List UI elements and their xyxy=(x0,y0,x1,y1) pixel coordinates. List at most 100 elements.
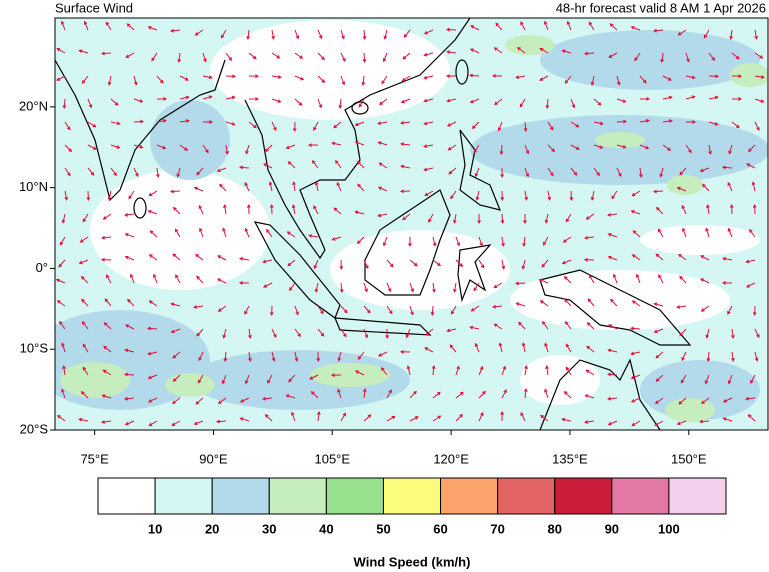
wind-arrow xyxy=(432,282,436,293)
wind-arrow xyxy=(749,228,756,238)
wind-arrow xyxy=(385,328,390,340)
wind-arrow xyxy=(499,144,504,156)
wind-arrow xyxy=(246,29,251,40)
wind-arrow xyxy=(61,342,66,353)
valid-time: 48-hr forecast valid 8 AM 1 Apr 2026 xyxy=(556,0,766,15)
wind-arrow xyxy=(317,305,324,315)
wind-arrow xyxy=(362,388,367,399)
colorbar-label: 20 xyxy=(205,521,219,536)
wind-arrow xyxy=(147,26,158,31)
wind-arrow xyxy=(294,351,299,362)
wind-arrow xyxy=(179,144,189,151)
wind-arrow xyxy=(544,388,549,399)
wind-arrow xyxy=(333,121,342,129)
wind-arrow xyxy=(337,388,342,399)
wind-arrow xyxy=(423,144,434,148)
wind-arrow xyxy=(171,397,181,405)
wind-arrow xyxy=(501,259,506,270)
wind-arrow xyxy=(543,20,549,31)
wind-arrow xyxy=(750,374,756,384)
wind-arrow xyxy=(631,300,641,307)
wind-arrow xyxy=(630,210,641,215)
wind-arrow xyxy=(225,52,233,61)
wind-arrow xyxy=(635,273,641,284)
wind-arrow xyxy=(541,259,549,268)
wind-arrow xyxy=(246,203,251,215)
wind-arrow xyxy=(590,190,595,201)
lon-tick-label: 105°E xyxy=(314,451,350,466)
wind-arrow xyxy=(639,75,647,84)
wind-arrow xyxy=(317,98,323,109)
wind-arrow xyxy=(314,282,319,293)
wind-arrow xyxy=(262,259,273,264)
wind-arrow xyxy=(87,121,97,128)
wind-arrow xyxy=(337,351,342,362)
wind-arrow xyxy=(239,257,250,261)
wind-arrow xyxy=(515,302,526,307)
wind-arrow xyxy=(193,420,204,426)
wind-arrow xyxy=(543,236,549,246)
wind-arrow xyxy=(363,259,369,270)
wind-arrow xyxy=(285,394,296,399)
wind-arrow xyxy=(545,98,550,109)
wind-arrow xyxy=(539,47,549,54)
colorbar-label: 90 xyxy=(605,521,619,536)
wind-arrow xyxy=(170,28,181,33)
wind-arrow xyxy=(266,228,273,238)
wind-arrow xyxy=(271,98,282,103)
wind-arrow xyxy=(731,351,735,362)
wind-arrow xyxy=(307,143,319,147)
wind-arrow xyxy=(56,300,66,307)
wind-arrow xyxy=(731,328,735,339)
wind-arrow xyxy=(357,183,365,192)
wind-arrow xyxy=(655,206,664,215)
wind-arrow xyxy=(400,142,411,147)
wind-arrow xyxy=(432,236,437,247)
wind-arrow xyxy=(471,121,480,130)
wind-arrow xyxy=(450,190,457,200)
wind-arrow xyxy=(545,365,549,376)
wind-arrow xyxy=(542,320,549,330)
wind-arrow xyxy=(405,328,411,339)
wind-arrow xyxy=(493,282,503,289)
wind-arrow xyxy=(586,322,595,330)
axis-ticks: 75°E 90°E 105°E 120°E 135°E 150°E 20°N 10°N 0° 10… xyxy=(19,98,707,466)
wind-arrow xyxy=(409,416,419,422)
wind-arrow xyxy=(271,328,277,339)
wind-arrow xyxy=(570,121,580,128)
wind-arrow xyxy=(662,95,673,100)
wind-arrow xyxy=(446,50,457,54)
colorbar-box xyxy=(382,477,442,515)
wind-arrow xyxy=(245,144,250,155)
wind-arrow xyxy=(400,120,411,125)
wind-arrow xyxy=(547,121,554,131)
wind-arrow xyxy=(124,348,135,353)
wind-arrow xyxy=(659,167,664,178)
wind-arrow xyxy=(728,144,733,155)
wind-arrow xyxy=(473,282,480,292)
lat-tick-label: 20°S xyxy=(20,421,49,436)
wind-arrow xyxy=(271,52,281,59)
wind-arrow xyxy=(354,370,365,376)
wind-arrow xyxy=(340,52,346,62)
wind-arrow xyxy=(446,328,457,333)
wind-arrow xyxy=(445,27,457,32)
wind-arrow xyxy=(248,351,252,362)
wind-arrow xyxy=(238,281,250,285)
wind-arrow xyxy=(521,259,526,270)
wind-arrow xyxy=(133,98,144,103)
wind-arrow xyxy=(544,213,549,224)
wind-arrow xyxy=(288,374,296,383)
wind-arrow xyxy=(124,233,135,238)
wind-arrow xyxy=(565,213,572,223)
wind-arrow xyxy=(685,52,690,63)
wind-arrow xyxy=(630,351,641,356)
wind-arrow xyxy=(331,141,342,146)
wind-arrow xyxy=(494,98,503,106)
wind-arrow xyxy=(248,97,260,101)
wind-arrow xyxy=(751,181,756,192)
wind-arrow xyxy=(470,305,480,312)
wind-arrow xyxy=(59,236,66,246)
wind-arrow xyxy=(156,144,167,150)
wind-arrow xyxy=(561,417,572,422)
